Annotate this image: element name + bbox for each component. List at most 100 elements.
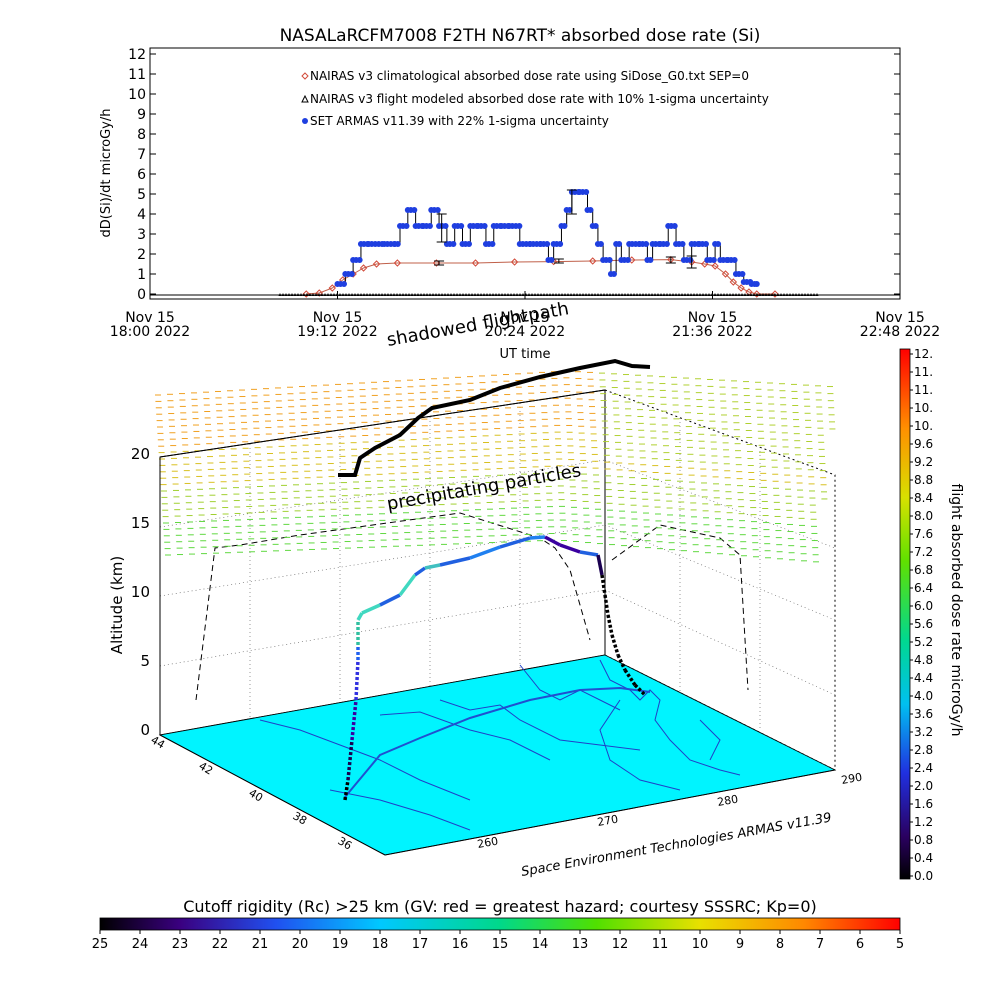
series-modeled-marker: [506, 293, 510, 296]
dose-colorbar-ticks: 0.0 0.4 0.8 1.2 1.6 2.0 2.4 2.8 3.2 3.6 4.0 4.4 4.8 5…: [910, 347, 933, 883]
dose-colorbar-tick-label: 2.4: [914, 761, 933, 775]
series-armas-point: [710, 257, 717, 263]
series-modeled-marker: [434, 293, 438, 296]
series-modeled-marker: [800, 293, 804, 296]
series-modeled-marker: [314, 293, 318, 296]
top-y-tick-label: 2: [137, 247, 146, 263]
series-armas-point: [411, 207, 418, 213]
series-modeled-marker: [527, 293, 531, 296]
series-modeled-marker: [380, 293, 384, 296]
error-bar: [434, 260, 445, 266]
series-armas-point: [566, 207, 573, 213]
series-modeled-marker: [695, 293, 699, 296]
series-modeled-marker: [707, 293, 711, 296]
series-modeled-marker: [737, 293, 741, 296]
series-modeled-marker: [377, 293, 381, 296]
lat-tick-36: 36: [336, 834, 355, 852]
series-modeled-marker: [530, 293, 534, 296]
flight-path-segment: [544, 535, 561, 547]
series-armas-point: [466, 241, 472, 247]
series-armas-point: [442, 223, 449, 229]
flight-path-segment: [616, 654, 627, 671]
series-armas-point: [419, 223, 426, 229]
top-y-tick-label: 12: [128, 47, 146, 63]
rigidity-tick-label: 13: [572, 937, 589, 952]
rigidity-colorbar-title: Cutoff rigidity (Rc) >25 km (GV: red = g…: [183, 897, 817, 916]
z-axis-label: Altitude (km): [108, 556, 126, 654]
series-modeled-marker: [383, 293, 387, 296]
series-armas-point: [751, 281, 758, 287]
series-armas-point: [687, 257, 694, 263]
series-modeled-marker: [548, 293, 552, 296]
dose-colorbar-tick-label: 4.8: [914, 653, 933, 667]
rigidity-tick-label: 7: [816, 937, 824, 952]
dose-colorbar-tick-label: 5.6: [914, 617, 933, 631]
series-modeled-marker: [653, 293, 657, 296]
error-bar: [665, 256, 676, 264]
series-modeled-marker: [626, 293, 630, 296]
series-modeled-marker: [410, 293, 414, 296]
series-modeled-marker: [284, 293, 288, 296]
chart-title: NASALaRCFM7008 F2TH N67RT* absorbed dose…: [280, 26, 761, 46]
z-tick-0: 0: [140, 721, 150, 739]
series-modeled-marker: [500, 293, 504, 296]
series-climatological-line: [306, 259, 775, 295]
top-y-tick-label: 5: [137, 187, 146, 203]
series-climatological-point: [711, 262, 719, 270]
flight-path-segment: [348, 739, 354, 761]
series-modeled-marker: [494, 293, 498, 296]
series-armas-point: [505, 223, 512, 229]
ground-track: [344, 686, 651, 798]
series-modeled-marker: [647, 293, 651, 296]
series-modeled-marker: [767, 293, 771, 296]
series-modeled-marker: [671, 293, 675, 296]
series-modeled-marker: [689, 293, 693, 296]
annotation-precipitating-particles: precipitating particles: [385, 460, 582, 515]
flight-path-segment: [379, 593, 401, 607]
dose-colorbar-tick-label: 6.8: [914, 563, 933, 577]
z-tick-15: 15: [131, 514, 150, 532]
top-y-axis-label: dD(Si)/dt microGy/h: [99, 109, 114, 238]
top-plot-frame: [149, 47, 901, 300]
series-modeled-marker: [428, 293, 432, 296]
series-modeled-marker: [311, 293, 315, 296]
series-modeled-marker: [710, 293, 714, 296]
series-modeled-marker: [389, 293, 393, 296]
series-climatological-point: [737, 284, 745, 292]
dose-colorbar-tick-label: 1.2: [914, 815, 933, 829]
dose-colorbar-tick-label: 9.2: [914, 455, 933, 469]
series-modeled-marker: [740, 293, 744, 296]
series-climatological-point: [729, 278, 738, 286]
top-x-tick-label-line1: Nov 15: [500, 310, 550, 326]
series-modeled-marker: [464, 293, 468, 296]
series-climatological-point: [721, 270, 730, 278]
series-modeled-marker: [305, 293, 309, 296]
error-bar: [436, 213, 447, 243]
series-modeled-marker: [560, 293, 564, 296]
series-modeled-marker: [368, 293, 372, 296]
dose-colorbar-tick-label: 6.0: [914, 599, 933, 613]
series-armas-point: [616, 241, 623, 247]
series-armas-point: [715, 241, 722, 247]
series-modeled-marker: [440, 293, 444, 296]
series-modeled-marker: [593, 293, 597, 296]
series-modeled-marker: [638, 293, 642, 296]
dose-colorbar-tick-label: 10.: [914, 401, 933, 415]
dose-colorbar-tick-label: 8.0: [914, 509, 933, 523]
dose-colorbar: [899, 348, 911, 880]
top-x-tick-label-line1: Nov 15: [313, 310, 363, 326]
series-modeled-marker: [575, 293, 579, 296]
series-modeled-marker: [590, 293, 594, 296]
top-x-tick-label-line2: 21:36 2022: [672, 324, 752, 340]
series-modeled-marker: [641, 293, 645, 296]
series-climatological-point: [771, 290, 779, 298]
series-armas-point: [341, 281, 347, 287]
cutoff-rigidity-map: [158, 654, 837, 856]
series-modeled-marker: [404, 293, 408, 296]
flight-path-segment: [603, 594, 610, 616]
series-armas-point: [516, 223, 523, 229]
series-armas-point: [723, 257, 730, 263]
series-armas-point: [592, 223, 599, 229]
z-tick-10: 10: [131, 583, 150, 601]
dose-colorbar-tick-label: 6.4: [914, 581, 933, 595]
